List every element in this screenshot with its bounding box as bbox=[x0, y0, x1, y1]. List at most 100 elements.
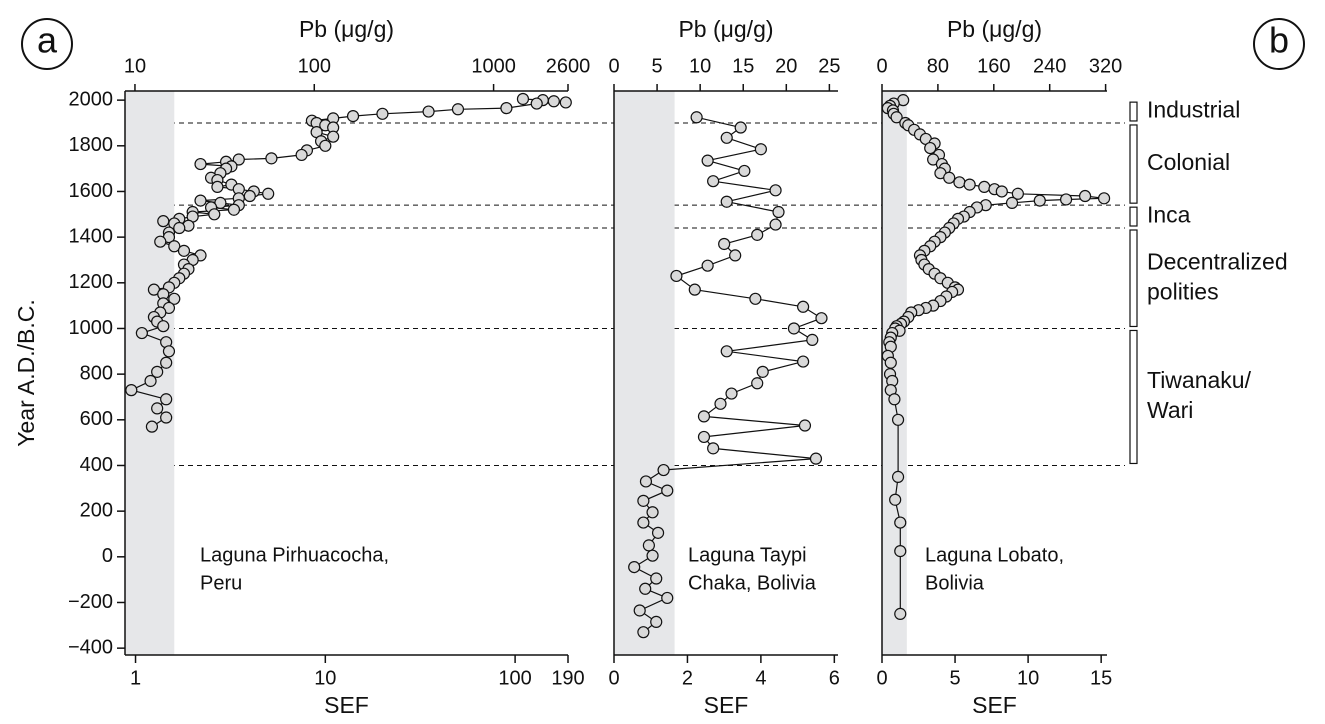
y-tick-label: 0 bbox=[102, 545, 113, 567]
data-point bbox=[670, 269, 683, 283]
period-label: Colonial bbox=[1147, 149, 1230, 175]
data-point bbox=[891, 413, 905, 426]
x-axis-label: SEF bbox=[324, 692, 369, 718]
data-point bbox=[772, 205, 785, 219]
data-point bbox=[738, 164, 751, 178]
data-point bbox=[749, 292, 762, 305]
data-point bbox=[422, 105, 435, 118]
data-point bbox=[547, 95, 560, 108]
data-point bbox=[162, 345, 176, 358]
period-label: Industrial bbox=[1147, 97, 1240, 123]
data-point bbox=[168, 240, 181, 253]
data-point bbox=[690, 111, 703, 124]
data-point bbox=[637, 494, 650, 507]
site-label: Bolivia bbox=[925, 572, 985, 594]
data-point bbox=[815, 312, 828, 325]
x2-tick-label: 80 bbox=[927, 55, 949, 77]
x-tick-label: 0 bbox=[608, 667, 619, 689]
data-point bbox=[376, 107, 389, 120]
data-point bbox=[160, 411, 173, 424]
y-tick-label: 1000 bbox=[69, 317, 114, 339]
data-point bbox=[806, 333, 819, 346]
data-point bbox=[125, 384, 138, 397]
x-tick-label: 100 bbox=[498, 667, 531, 689]
site-label: Laguna Pirhuacocha, bbox=[200, 544, 389, 566]
period-label: Tiwanaku/ bbox=[1147, 367, 1252, 393]
data-point bbox=[891, 470, 905, 483]
data-point bbox=[688, 283, 701, 296]
data-point bbox=[633, 604, 646, 617]
data-point bbox=[194, 194, 207, 207]
x2-tick-label: 20 bbox=[775, 55, 797, 77]
y-tick-label: −400 bbox=[68, 636, 113, 658]
data-point bbox=[884, 356, 897, 369]
data-point bbox=[1011, 187, 1024, 200]
y-tick-label: 600 bbox=[80, 408, 113, 430]
data-point bbox=[208, 208, 221, 221]
y-tick-label: 200 bbox=[80, 499, 113, 521]
data-point bbox=[646, 549, 659, 562]
data-point bbox=[734, 121, 747, 134]
x2-tick-label: 240 bbox=[1033, 55, 1066, 77]
site-label: Laguna Taypi bbox=[688, 544, 807, 566]
data-point bbox=[701, 154, 714, 167]
data-point bbox=[530, 97, 543, 110]
data-point bbox=[639, 582, 652, 595]
data-point bbox=[894, 545, 907, 558]
x2-tick-label: 5 bbox=[652, 55, 663, 77]
data-point bbox=[628, 560, 641, 574]
data-point bbox=[943, 171, 956, 184]
data-point bbox=[319, 139, 332, 152]
data-point bbox=[751, 228, 764, 241]
y-tick-label: 1800 bbox=[69, 134, 114, 156]
data-point bbox=[657, 463, 670, 477]
y-axis-label: Year A.D./B.C. bbox=[13, 299, 39, 446]
x2-tick-label: 0 bbox=[876, 55, 887, 77]
x-tick-label: 10 bbox=[1017, 667, 1039, 689]
data-point bbox=[1059, 193, 1073, 206]
x2-axis-label: Pb (μg/g) bbox=[299, 16, 394, 42]
data-point bbox=[194, 157, 207, 171]
x2-axis-label: Pb (μg/g) bbox=[947, 16, 1042, 42]
y-tick-label: 400 bbox=[80, 454, 113, 476]
period-label: Wari bbox=[1147, 397, 1193, 423]
x-tick-label: 190 bbox=[551, 667, 584, 689]
data-point bbox=[769, 184, 782, 197]
x2-tick-label: 10 bbox=[689, 55, 711, 77]
data-line bbox=[886, 99, 1105, 614]
data-point bbox=[978, 180, 991, 194]
site-label: Chaka, Bolivia bbox=[688, 572, 817, 594]
data-point bbox=[751, 377, 764, 390]
data-point bbox=[451, 103, 465, 116]
label-circle bbox=[1253, 18, 1305, 70]
x-tick-label: 6 bbox=[829, 667, 840, 689]
period-bar bbox=[1129, 206, 1138, 227]
x-tick-label: 4 bbox=[755, 667, 766, 689]
y-tick-label: 800 bbox=[80, 362, 113, 384]
data-point bbox=[1005, 196, 1019, 209]
period-label: Decentralized bbox=[1147, 248, 1288, 274]
data-point bbox=[701, 259, 714, 272]
data-point bbox=[718, 237, 731, 251]
x-tick-label: 2 bbox=[682, 667, 693, 689]
x-tick-label: 0 bbox=[876, 667, 887, 689]
data-point bbox=[720, 345, 733, 358]
panel-label: a bbox=[37, 20, 58, 61]
data-point bbox=[651, 526, 665, 539]
y-tick-label: 2000 bbox=[69, 88, 114, 110]
data-point bbox=[232, 153, 245, 166]
data-point bbox=[797, 355, 810, 368]
background-band bbox=[125, 91, 175, 655]
data-point bbox=[516, 92, 530, 106]
x-axis-label: SEF bbox=[972, 692, 1017, 718]
period-bar bbox=[1129, 124, 1138, 204]
data-point bbox=[154, 235, 167, 248]
x2-tick-label: 100 bbox=[298, 55, 331, 77]
data-point bbox=[1033, 194, 1046, 207]
y-tick-label: −200 bbox=[68, 591, 113, 613]
data-point bbox=[756, 365, 769, 378]
data-point bbox=[637, 626, 650, 639]
x2-tick-label: 1000 bbox=[471, 55, 516, 77]
x2-tick-label: 320 bbox=[1089, 55, 1122, 77]
data-point bbox=[661, 591, 674, 605]
